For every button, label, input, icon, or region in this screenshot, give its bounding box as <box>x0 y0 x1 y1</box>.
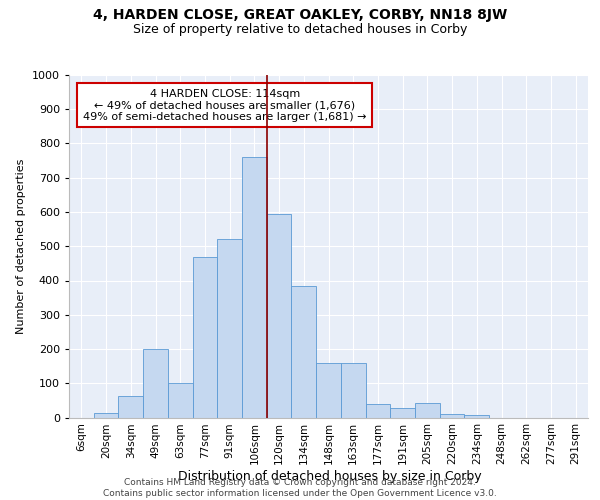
Bar <box>415 403 440 417</box>
Bar <box>217 240 242 418</box>
Bar <box>292 286 316 418</box>
Text: Size of property relative to detached houses in Corby: Size of property relative to detached ho… <box>133 22 467 36</box>
Bar <box>341 362 365 418</box>
Y-axis label: Number of detached properties: Number of detached properties <box>16 158 26 334</box>
Bar <box>440 414 464 418</box>
Bar <box>464 415 489 418</box>
Bar <box>390 408 415 418</box>
Bar <box>242 157 267 417</box>
Text: Distribution of detached houses by size in Corby: Distribution of detached houses by size … <box>178 470 482 483</box>
Bar <box>94 414 118 418</box>
Bar <box>365 404 390 417</box>
Text: Contains HM Land Registry data © Crown copyright and database right 2024.
Contai: Contains HM Land Registry data © Crown c… <box>103 478 497 498</box>
Bar <box>316 362 341 418</box>
Bar <box>267 214 292 418</box>
Bar <box>168 383 193 418</box>
Text: 4, HARDEN CLOSE, GREAT OAKLEY, CORBY, NN18 8JW: 4, HARDEN CLOSE, GREAT OAKLEY, CORBY, NN… <box>93 8 507 22</box>
Bar <box>143 349 168 418</box>
Bar <box>193 256 217 418</box>
Text: 4 HARDEN CLOSE: 114sqm
← 49% of detached houses are smaller (1,676)
49% of semi-: 4 HARDEN CLOSE: 114sqm ← 49% of detached… <box>83 88 367 122</box>
Bar <box>118 396 143 417</box>
